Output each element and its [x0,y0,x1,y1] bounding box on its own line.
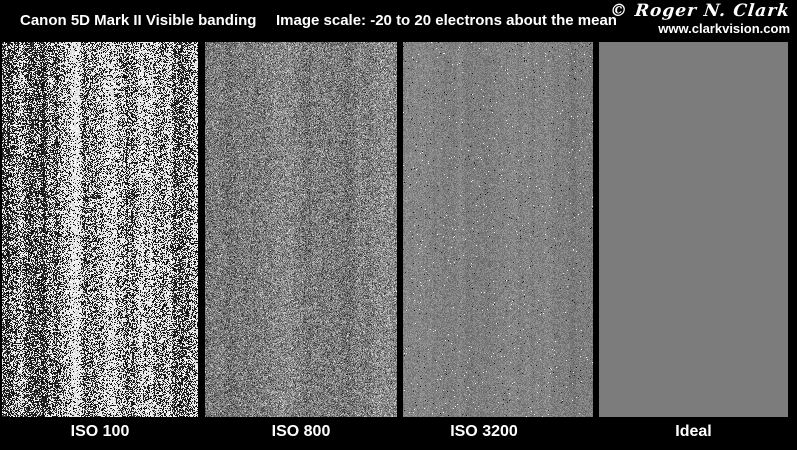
noise-panel-iso-800 [205,42,397,417]
image-scale-caption: Image scale: -20 to 20 electrons about t… [276,12,617,29]
noise-panel-iso-3200 [403,42,593,417]
noise-panel-iso-100 [2,42,198,417]
copyright-signature: © Roger N. Clark [608,1,792,21]
figure-title: Canon 5D Mark II Visible banding [20,12,257,29]
website-url: www.clarkvision.com [658,21,790,36]
panel-label-iso-3200: ISO 3200 [450,423,518,440]
panel-label-iso-800: ISO 800 [271,423,331,440]
noise-panel-ideal [599,42,788,417]
panel-label-iso-100: ISO 100 [70,423,130,440]
copyright-block: © Roger N. Clark www.clarkvision.com [608,1,792,36]
panel-label-ideal: Ideal [675,423,712,440]
